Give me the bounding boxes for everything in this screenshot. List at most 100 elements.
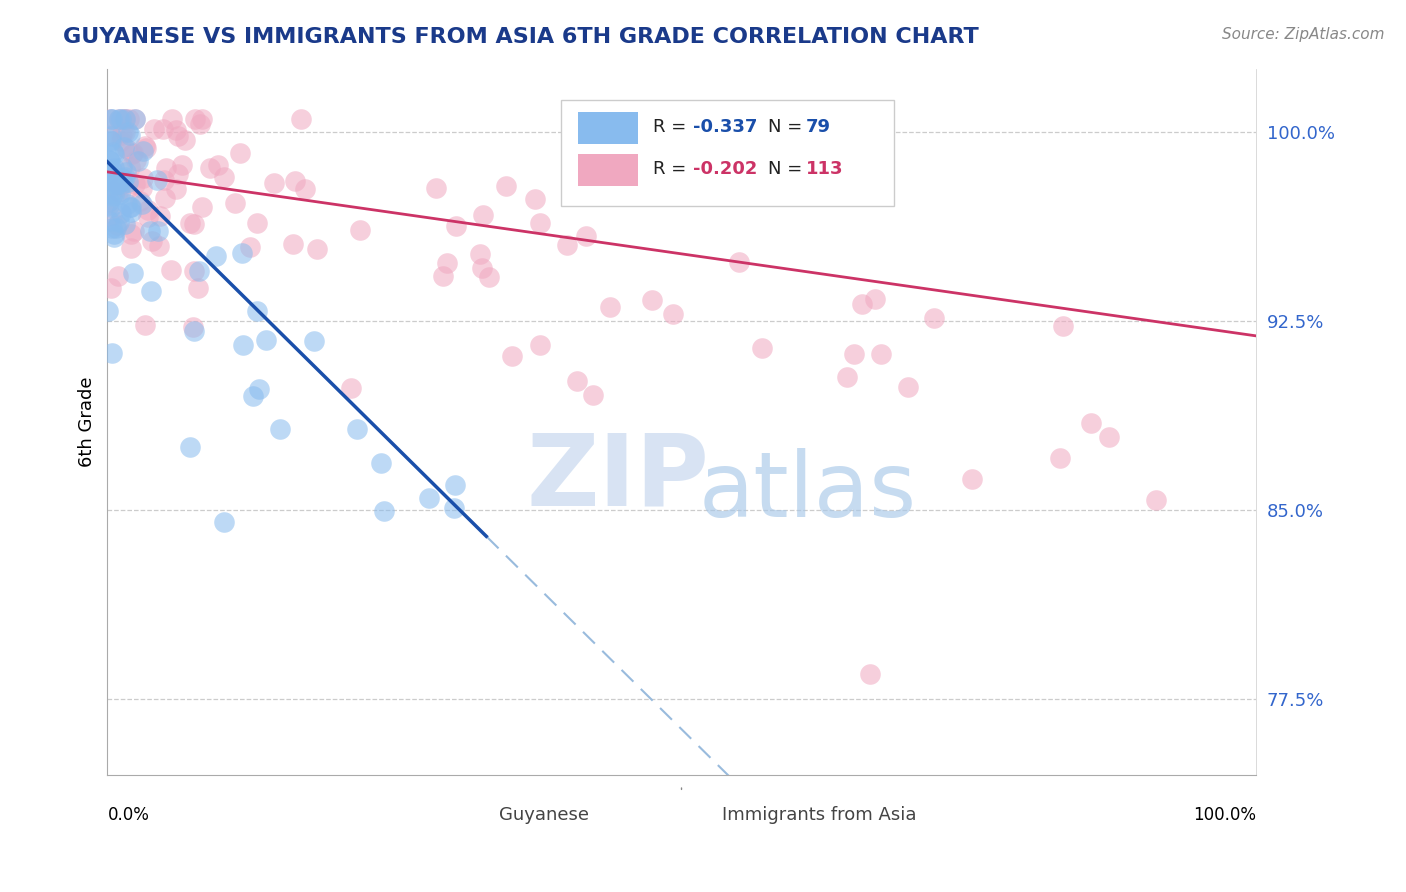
Point [121, 147, 143, 161]
Point [247, 382, 270, 396]
Point [114, 112, 136, 126]
Point [214, 516, 236, 530]
Point [149, 209, 172, 223]
Point [111, 161, 134, 175]
Point [205, 249, 228, 263]
Point [104, 220, 127, 235]
Point [468, 247, 491, 261]
Text: GUYANESE VS IMMIGRANTS FROM ASIA 6TH GRADE CORRELATION CHART: GUYANESE VS IMMIGRANTS FROM ASIA 6TH GRA… [63, 27, 979, 46]
Text: Source: ZipAtlas.com: Source: ZipAtlas.com [1222, 27, 1385, 42]
Point [112, 140, 135, 154]
Point [112, 174, 135, 188]
Point [1098, 430, 1121, 444]
Text: R =: R = [652, 161, 692, 178]
Point [131, 181, 153, 195]
Point [114, 112, 136, 126]
Point [124, 112, 146, 126]
Point [472, 208, 495, 222]
Point [865, 292, 887, 306]
Text: ZIP: ZIP [526, 430, 710, 526]
Point [100, 112, 122, 126]
Point [114, 217, 136, 231]
Point [148, 238, 170, 252]
Point [110, 135, 132, 149]
Point [254, 333, 277, 347]
Point [120, 227, 142, 241]
FancyBboxPatch shape [578, 112, 638, 145]
Point [167, 129, 190, 144]
Text: atlas: atlas [699, 448, 917, 536]
Point [98, 169, 121, 183]
Point [152, 173, 174, 187]
Point [471, 260, 494, 275]
Point [111, 178, 134, 192]
Point [98, 154, 121, 169]
Point [284, 174, 307, 188]
Point [851, 297, 873, 311]
Point [98, 133, 121, 147]
Point [100, 200, 122, 214]
Point [495, 179, 517, 194]
Point [117, 175, 139, 189]
Point [191, 112, 214, 126]
Point [107, 185, 129, 199]
Point [101, 221, 124, 235]
Point [179, 440, 201, 454]
Point [281, 237, 304, 252]
Point [97, 169, 120, 184]
Point [97, 214, 120, 228]
Point [112, 112, 135, 127]
Point [155, 161, 177, 175]
Point [181, 320, 204, 334]
Point [114, 125, 136, 139]
Text: -0.337: -0.337 [693, 118, 758, 136]
Point [246, 217, 269, 231]
Point [751, 341, 773, 355]
Point [1049, 451, 1071, 466]
Point [162, 112, 184, 126]
Point [444, 477, 467, 491]
Point [107, 177, 129, 191]
Point [246, 303, 269, 318]
Text: N =: N = [768, 161, 807, 178]
Point [432, 269, 454, 284]
Point [294, 182, 316, 196]
Point [136, 210, 159, 224]
Text: 113: 113 [806, 161, 844, 178]
Point [105, 219, 128, 233]
Point [153, 191, 176, 205]
Point [1052, 318, 1074, 333]
Point [418, 491, 440, 505]
Point [131, 144, 153, 158]
Point [478, 269, 501, 284]
Point [599, 300, 621, 314]
Point [108, 112, 131, 126]
Point [100, 186, 122, 200]
Point [146, 172, 169, 186]
Point [349, 223, 371, 237]
Point [728, 255, 751, 269]
Point [98, 153, 121, 167]
Point [305, 243, 328, 257]
Point [100, 173, 122, 187]
FancyBboxPatch shape [578, 154, 638, 186]
Point [110, 128, 132, 142]
Point [103, 161, 125, 175]
Point [229, 145, 252, 160]
Text: N =: N = [768, 118, 807, 136]
Point [100, 112, 122, 126]
Point [159, 262, 181, 277]
Point [114, 165, 136, 179]
Point [129, 194, 152, 208]
Point [118, 160, 141, 174]
Point [859, 666, 882, 681]
Point [103, 175, 125, 189]
Point [120, 201, 142, 215]
Point [97, 195, 120, 210]
Text: Immigrants from Asia: Immigrants from Asia [723, 806, 917, 824]
Point [242, 389, 264, 403]
Point [962, 472, 984, 486]
Point [212, 170, 235, 185]
Point [131, 170, 153, 185]
Point [870, 347, 893, 361]
